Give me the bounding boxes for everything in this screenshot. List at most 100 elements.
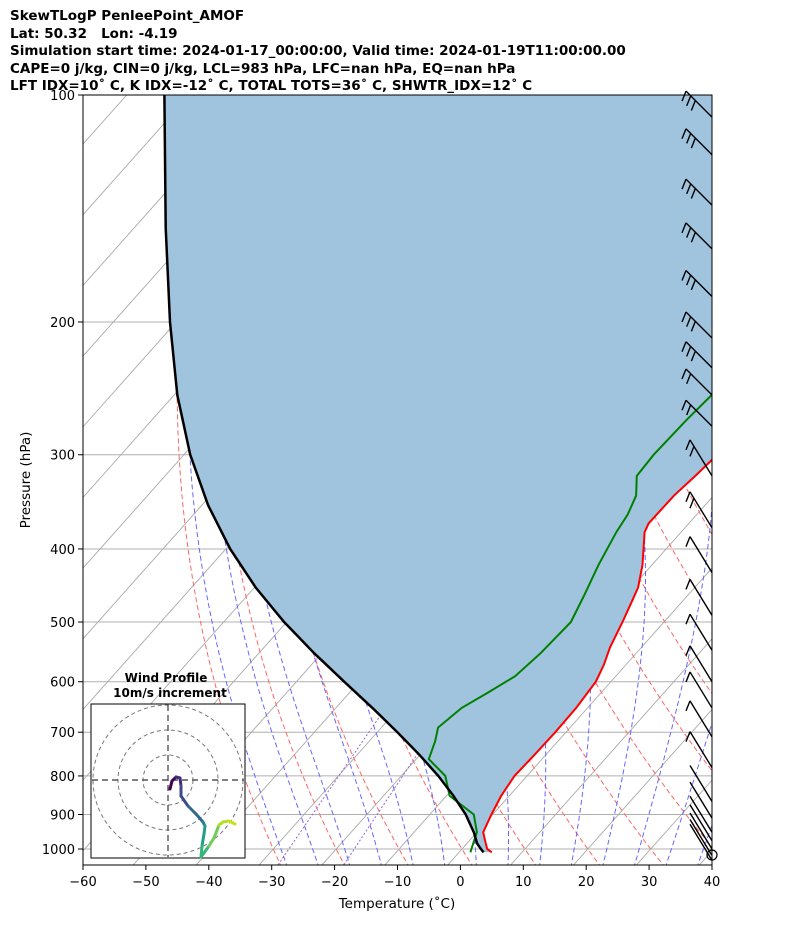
- wind-barb-flag: [686, 274, 692, 286]
- indices-line-1: CAPE=0 j/kg, CIN=0 j/kg, LCL=983 hPa, LF…: [10, 60, 516, 77]
- wind-barb-staff: [689, 536, 713, 574]
- wind-barb-flag: [685, 671, 691, 683]
- y-tick-label: 900: [50, 808, 75, 823]
- wind-barb-flag: [685, 491, 691, 503]
- wind-barb-flag: [690, 350, 697, 362]
- isotherm-line: [510, 638, 712, 865]
- wind-barb-staff: [685, 368, 713, 396]
- hodograph-inset: Wind Profile 10m/s increment: [90, 671, 246, 859]
- wind-barb: [681, 399, 713, 427]
- y-axis-label: Pressure (hPa): [18, 432, 34, 529]
- y-tick-label: 400: [50, 543, 75, 558]
- wind-barb-staff: [689, 765, 713, 802]
- wind-barb-staff: [685, 178, 713, 206]
- wind-barb: [689, 781, 713, 819]
- wind-barb: [685, 579, 713, 616]
- isotherm-line: [447, 567, 712, 865]
- x-tick-label: −10: [384, 875, 411, 890]
- wind-barb: [689, 823, 713, 861]
- wind-barb-flag: [685, 536, 691, 547]
- wind-barb-staff: [689, 823, 713, 861]
- cin-shading: [164, 95, 712, 853]
- isotherm-line: [83, 95, 254, 287]
- wind-barb-staff: [689, 700, 713, 738]
- wind-barb-staff: [685, 341, 713, 369]
- parcel-line: [163, 95, 485, 854]
- wind-barb-staff: [685, 222, 713, 250]
- hodograph-title: Wind Profile: [125, 671, 208, 685]
- x-tick-label: −50: [132, 875, 159, 890]
- wind-barb-flag: [681, 90, 687, 102]
- isotherm-line: [572, 708, 712, 865]
- wind-barb-flag: [681, 399, 687, 411]
- wind-barb: [689, 812, 713, 850]
- hodograph-segment: [194, 812, 205, 824]
- hodograph-segment: [200, 832, 206, 848]
- wind-barb: [685, 731, 713, 769]
- wind-barb: [681, 128, 713, 156]
- y-tick-label: 600: [50, 676, 75, 691]
- wind-barb-staff: [689, 671, 713, 709]
- wind-barb-flag: [686, 133, 692, 144]
- wind-barb-flag: [681, 222, 687, 234]
- wind-barb-staff: [685, 269, 713, 297]
- wind-barb-staff: [689, 731, 713, 769]
- dry-adiabat: [401, 95, 664, 865]
- wind-barb-staff: [689, 804, 713, 842]
- mixing-ratio-line: [277, 681, 405, 865]
- wind-barb-flag: [681, 270, 687, 281]
- chart-header: SkewTLogP PenleePoint_AMOF Lat: 50.32 Lon…: [10, 8, 626, 96]
- hodograph-segment: [212, 823, 221, 840]
- x-tick-label: 40: [704, 875, 721, 890]
- y-tick-label: 200: [50, 316, 75, 331]
- x-tick-label: 30: [641, 875, 658, 890]
- indices-line-2: LFT IDX=10˚ C, K IDX=-12˚ C, TOTAL TOTS=…: [10, 78, 533, 94]
- location-line: Lat: 50.32 Lon: -4.19: [10, 25, 178, 42]
- wind-barb: [689, 819, 713, 856]
- chart-title: SkewTLogP PenleePoint_AMOF: [10, 8, 245, 24]
- wind-barb: [681, 178, 713, 206]
- wind-barb-staff: [685, 128, 713, 156]
- dewpoint-line: [427, 393, 712, 853]
- hodograph-subtitle: 10m/s increment: [113, 686, 227, 700]
- y-tick-label: 100: [50, 89, 75, 104]
- x-tick-label: −60: [69, 875, 96, 890]
- wind-barb-flag: [686, 404, 692, 416]
- dry-adiabat: [728, 95, 794, 868]
- hodograph-segment: [207, 836, 216, 848]
- hodograph-segment: [186, 804, 198, 816]
- wind-barb-flag: [690, 188, 697, 199]
- y-tick-label: 800: [50, 770, 75, 785]
- wind-barb: [689, 804, 713, 842]
- wind-barb-flag: [681, 341, 687, 353]
- wind-barb: [681, 311, 713, 339]
- wind-barb-staff: [689, 795, 713, 833]
- dry-adiabat: [761, 95, 794, 868]
- wind-barb-staff: [689, 819, 713, 856]
- wind-barb-flag: [681, 311, 687, 323]
- temperature-line: [482, 458, 712, 854]
- wind-barb-flag: [685, 731, 691, 742]
- wind-barb: [685, 439, 713, 477]
- wind-barb: [685, 536, 713, 574]
- wind-barb-flag: [685, 439, 691, 451]
- wind-barb-staff: [689, 613, 713, 651]
- wind-barb: [689, 795, 713, 833]
- wind-barb: [681, 269, 713, 297]
- wind-barb-flag: [690, 321, 697, 332]
- wind-barb: [689, 765, 713, 802]
- y-tick-label: 500: [50, 616, 75, 631]
- wind-barb-flag: [685, 579, 691, 590]
- wind-barb-staff: [689, 491, 713, 529]
- hodograph-segment: [227, 819, 237, 826]
- wind-barb-staff: [689, 781, 713, 819]
- dry-adiabat: [367, 95, 601, 865]
- dry-adiabat: [176, 95, 282, 865]
- wind-barb-flag: [681, 178, 687, 190]
- x-tick-label: 10: [515, 875, 532, 890]
- x-axis-label: Temperature (˚C): [338, 895, 456, 912]
- wind-barb: [681, 341, 713, 369]
- moist-adiabat: [634, 227, 712, 865]
- wind-barb-flag: [690, 279, 697, 291]
